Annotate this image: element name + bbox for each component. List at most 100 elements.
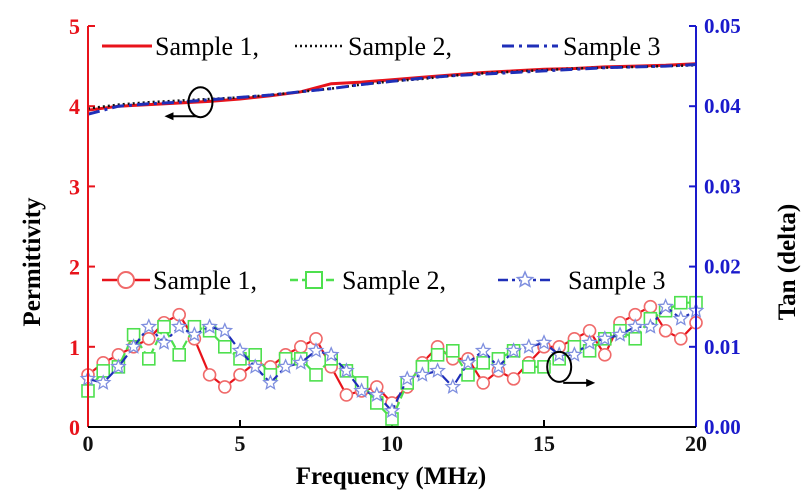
tan-series-2-point: [628, 331, 643, 346]
tan-series-2-point: [476, 356, 491, 370]
tan-series-3-point: [353, 382, 370, 398]
tan-series-1-point: [142, 331, 156, 346]
legend-tan: Sample 1, Sample 2, Sample 3: [102, 266, 666, 295]
annotation-2-ellipse: [546, 350, 573, 383]
tan-series-1-point: [673, 331, 688, 346]
tan-series-1-point: [233, 368, 247, 382]
annotation-layer: [164, 86, 596, 387]
right-tick-label: 0.02: [704, 255, 741, 279]
series-layer: [79, 62, 705, 426]
tan-series-3-point: [186, 326, 203, 342]
tan-series-3-point: [246, 358, 264, 374]
left-tick-label: 4: [69, 94, 80, 119]
tan-series-3-point: [170, 318, 188, 334]
annotation-2: [546, 350, 596, 387]
left-tick-label: 0: [69, 415, 80, 440]
right-axis-ticks: 0.00 0.01 0.02 0.03 0.04 0.05: [689, 14, 741, 439]
legend-perm-sample1-label: Sample 1,: [155, 32, 259, 61]
left-axis-title: Permittivity: [19, 197, 46, 327]
tan-series-3-point: [94, 374, 112, 391]
tan-series-3: [79, 298, 705, 418]
right-tick-label: 0.05: [704, 14, 741, 38]
legend-tan-sample2-marker: [305, 271, 323, 289]
tan-series-3-point: [125, 338, 142, 354]
tan-series-3-point: [490, 358, 507, 374]
tan-series-3-point: [672, 310, 690, 326]
tan-series-3-point: [429, 362, 446, 378]
axes-layer: [87, 26, 697, 428]
left-tick-label: 1: [69, 335, 80, 360]
legend-tan-sample3-label: Sample 3: [568, 266, 666, 295]
left-tick-label: 5: [69, 14, 80, 39]
annotation-1-arrowhead: [164, 112, 174, 121]
tan-series-3-point: [444, 378, 462, 395]
legend-tan-sample2-label: Sample 2,: [342, 266, 446, 295]
x-axis-title: Frequency (MHz): [296, 463, 486, 490]
tan-series-3-point: [231, 342, 249, 358]
tan-series-3-point: [155, 334, 173, 350]
tan-series-3-point: [566, 346, 583, 362]
tan-series-3-point: [338, 362, 355, 378]
tan-series-3-point: [292, 354, 310, 370]
legend-tan-sample1-label: Sample 1,: [153, 266, 257, 295]
tan-series-1-point: [643, 299, 658, 314]
tan-series-3-point: [505, 342, 522, 358]
x-axis-ticks: 0 5 10 15 20: [83, 420, 707, 456]
tan-series-1-point: [506, 372, 521, 386]
tan-series-1-point: [339, 388, 354, 402]
tan-series-3-point: [657, 298, 674, 314]
legend-tan-sample3-marker: [515, 270, 535, 288]
x-tick-label: 0: [83, 431, 94, 456]
tan-series-3-point: [398, 370, 416, 386]
tan-series-1-point: [293, 339, 308, 354]
tan-series-3-point: [262, 374, 279, 391]
x-tick-label: 10: [381, 431, 403, 456]
legend-permittivity: Sample 1, Sample 2, Sample 3: [102, 32, 661, 61]
tan-series-3-point: [642, 318, 659, 334]
tan-series-1-point: [658, 323, 673, 338]
x-tick-label: 5: [235, 431, 246, 456]
tan-series-2-point: [142, 352, 156, 366]
tan-series-1-point: [202, 368, 217, 382]
tan-series-3-point: [414, 366, 431, 382]
right-tick-label: 0.03: [704, 174, 741, 198]
tan-series-3-point: [535, 334, 553, 350]
legend-tan-sample1-marker: [117, 271, 135, 289]
annotation-1: [164, 86, 214, 121]
tan-series-2-point: [461, 368, 475, 382]
tan-series-2-point: [309, 368, 323, 382]
tan-series-1-point: [218, 380, 232, 394]
tan-series-3-point: [459, 354, 477, 370]
annotation-2-arrowhead: [586, 378, 596, 387]
legend-perm-sample2-label: Sample 2,: [348, 32, 452, 61]
permittivity-series-3-line: [87, 63, 697, 116]
tan-series-3-point: [140, 318, 158, 334]
tan-series-3-point: [383, 402, 401, 418]
tan-series-3-point: [626, 318, 644, 334]
tan-series-3-point: [110, 358, 127, 374]
tan-series-2-point: [445, 344, 460, 358]
tan-series-1-point: [597, 348, 612, 362]
tan-series-3-point: [277, 358, 294, 374]
right-tick-label: 0.01: [704, 335, 741, 359]
tan-series-3-point: [307, 342, 325, 358]
left-tick-label: 3: [69, 174, 80, 199]
tan-series-2-point: [673, 295, 688, 310]
tan-series-3-point: [611, 326, 629, 342]
tan-series-3-point: [520, 338, 538, 354]
tan-series-3-point: [596, 330, 614, 346]
tan-series-3-point: [368, 386, 386, 402]
tan-series-2-point: [430, 348, 445, 362]
right-axis-title: Tan (delta): [774, 204, 801, 320]
tan-series-2-point: [172, 348, 186, 362]
tan-series-3-point: [216, 322, 234, 338]
right-tick-label: 0.00: [704, 415, 741, 439]
annotation-1-ellipse: [187, 86, 214, 119]
tan-series-3-point: [581, 334, 598, 350]
left-tick-label: 2: [69, 255, 80, 280]
tan-series-1-point: [476, 376, 491, 390]
legend-perm-sample3-label: Sample 3: [563, 32, 661, 61]
tan-series-2-point: [157, 319, 171, 334]
right-tick-label: 0.04: [704, 94, 741, 118]
